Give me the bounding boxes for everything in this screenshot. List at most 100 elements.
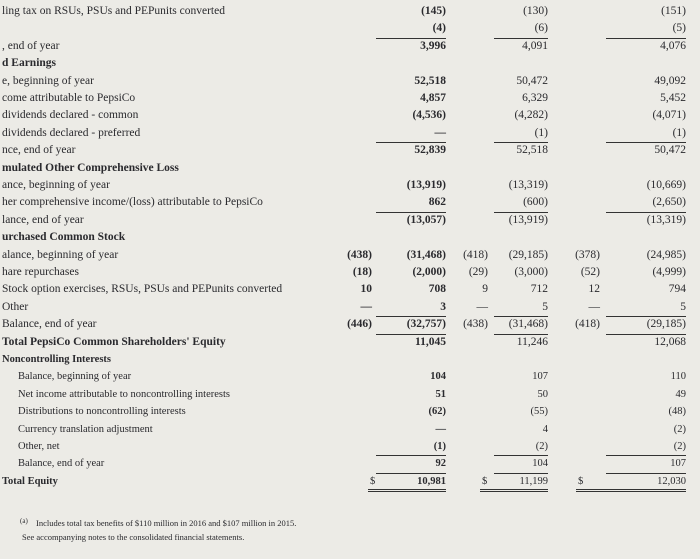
cell: (31,468) [406,248,446,261]
row-label: Balance, end of year [18,458,105,470]
cell: (24,985) [646,248,686,261]
cell: (4,071) [652,109,686,122]
cell: 12,068 [654,335,686,348]
row-label: Total Equity [2,475,58,487]
cell: (29,185) [646,318,686,331]
cell: (5) [672,22,686,35]
rule [376,455,446,457]
cell: 5 [542,300,548,313]
rule [480,488,548,492]
cell: 50 [537,388,549,400]
cell: (55) [530,406,549,418]
cell: (48) [668,406,687,418]
cell: 11,045 [415,335,446,348]
cell: (1) [534,126,548,139]
cell: (2) [673,423,686,435]
cell: 4,857 [420,92,446,104]
row-label: Stock option exercises, RSUs, PSUs and P… [2,283,283,296]
rule [606,37,686,39]
row-label: dividends declared - preferred [2,126,141,139]
section-header: Noncontrolling Interests [2,354,111,365]
cell: — [476,300,489,313]
cell: (1) [433,441,446,452]
cell: 10 [360,283,373,296]
row-label: Other [2,300,29,313]
cell: (52) [580,266,600,278]
cell: 107 [670,458,686,470]
cell: (3,000) [514,266,548,278]
cell: (378) [575,248,600,261]
cell: (32,757) [406,318,446,331]
rule [494,37,548,39]
cell: (13,057) [406,213,446,226]
cell: 50,472 [516,74,548,87]
row-label: nce, end of year [2,144,76,157]
rule [494,211,548,213]
currency: $ [482,475,488,487]
row-label: hare repurchases [2,266,79,278]
cell: — [360,300,373,313]
row-label: lance, end of year [2,213,84,226]
cell: (438) [347,248,372,261]
section-header: mulated Other Comprehensive Loss [2,161,179,174]
row-label: Balance, end of year [2,318,97,331]
cell: (130) [523,5,548,17]
row-label: Total PepsiCo Common Shareholders' Equit… [2,335,226,348]
cell: (4) [432,22,446,35]
cell: 5,452 [660,92,686,104]
rule [368,488,446,492]
rule [606,455,686,457]
cell: (6) [534,22,548,35]
cell: 3,996 [420,39,446,52]
section-header: d Earnings [2,57,57,70]
cell: — [588,300,601,313]
cell: 92 [435,458,447,470]
cell: 4,076 [660,39,686,52]
cell: 11,246 [516,335,548,348]
rule [376,211,446,213]
rule [376,37,446,39]
cell: (2,650) [652,196,686,209]
cell: (438) [463,318,488,331]
footnote: Includes total tax benefits of $110 mill… [36,518,297,528]
cell: (2,000) [412,266,446,278]
cell: — [434,126,447,139]
cell: 794 [668,283,686,296]
rule [376,316,446,318]
cell: — [435,423,447,435]
cell: 11,199 [519,475,549,487]
cell: 5 [680,300,686,313]
row-label: Balance, beginning of year [18,371,132,383]
cell: (18) [352,266,372,278]
rule [606,333,686,335]
row-label: Currency translation adjustment [18,423,153,435]
cell: 50,472 [654,144,686,157]
cell: 107 [532,371,548,383]
row-label: Other, net [18,441,60,452]
cell: (29,185) [508,248,548,261]
cell: 10,981 [417,475,446,487]
cell: (145) [421,5,446,17]
rule [606,211,686,213]
cell: (13,919) [406,179,446,191]
row-label: come attributable to PepsiCo [2,92,136,104]
rule [494,316,548,318]
cell: (418) [463,248,488,261]
cell: 3 [440,300,446,313]
currency: $ [370,475,376,487]
rule [376,333,446,335]
cell: (151) [661,5,686,17]
row-label: Distributions to noncontrolling interest… [18,406,186,418]
cell: (13,319) [646,213,686,226]
cell: 712 [530,283,548,296]
row-label: ance, beginning of year [2,179,110,191]
currency: $ [578,475,584,487]
cell: (446) [347,318,372,331]
rule [376,472,446,474]
row-label: ling tax on RSUs, PSUs and PEPunits conv… [2,5,225,17]
cell: (4,999) [652,266,686,278]
section-header: urchased Common Stock [2,231,126,244]
cell: 12 [588,283,601,296]
cell: (10,669) [646,179,686,191]
